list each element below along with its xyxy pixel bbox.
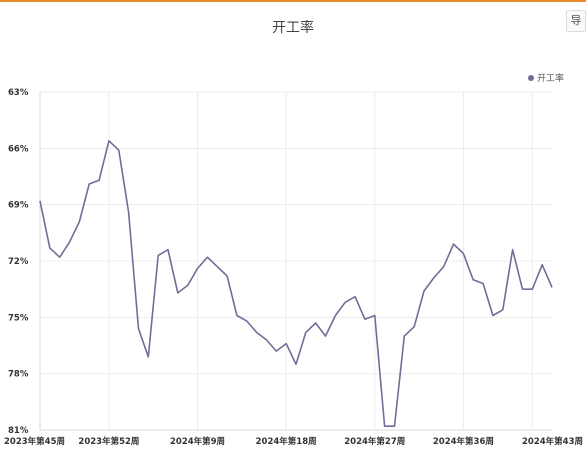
- y-tick-label: 78%: [8, 370, 29, 380]
- x-tick-label: 2023年第52周: [78, 436, 139, 447]
- x-tick-label: 2024年第18周: [256, 436, 317, 447]
- legend[interactable]: 开工率: [528, 71, 564, 84]
- y-tick-label: 66%: [8, 144, 29, 154]
- legend-dot-icon: [528, 74, 534, 81]
- x-tick-label: 2024年第36周: [433, 436, 494, 447]
- x-tick-label: 2024年第27周: [344, 436, 405, 447]
- x-tick-label: 2024年第9周: [170, 436, 225, 447]
- chart-title: 开工率: [272, 20, 314, 36]
- y-tick-label: 81%: [8, 426, 29, 436]
- series-line-kaigonglv: [39, 140, 553, 428]
- y-tick-label: 63%: [8, 88, 29, 98]
- legend-label: 开工率: [537, 74, 565, 84]
- y-tick-label: 75%: [8, 313, 29, 323]
- top-accent-rule: [0, 0, 586, 2]
- x-tick-label: 2024年第43周: [522, 436, 583, 447]
- x-tick-label: 2023年第45周: [4, 436, 65, 447]
- y-tick-label: 72%: [8, 257, 29, 267]
- y-tick-label: 69%: [8, 201, 29, 211]
